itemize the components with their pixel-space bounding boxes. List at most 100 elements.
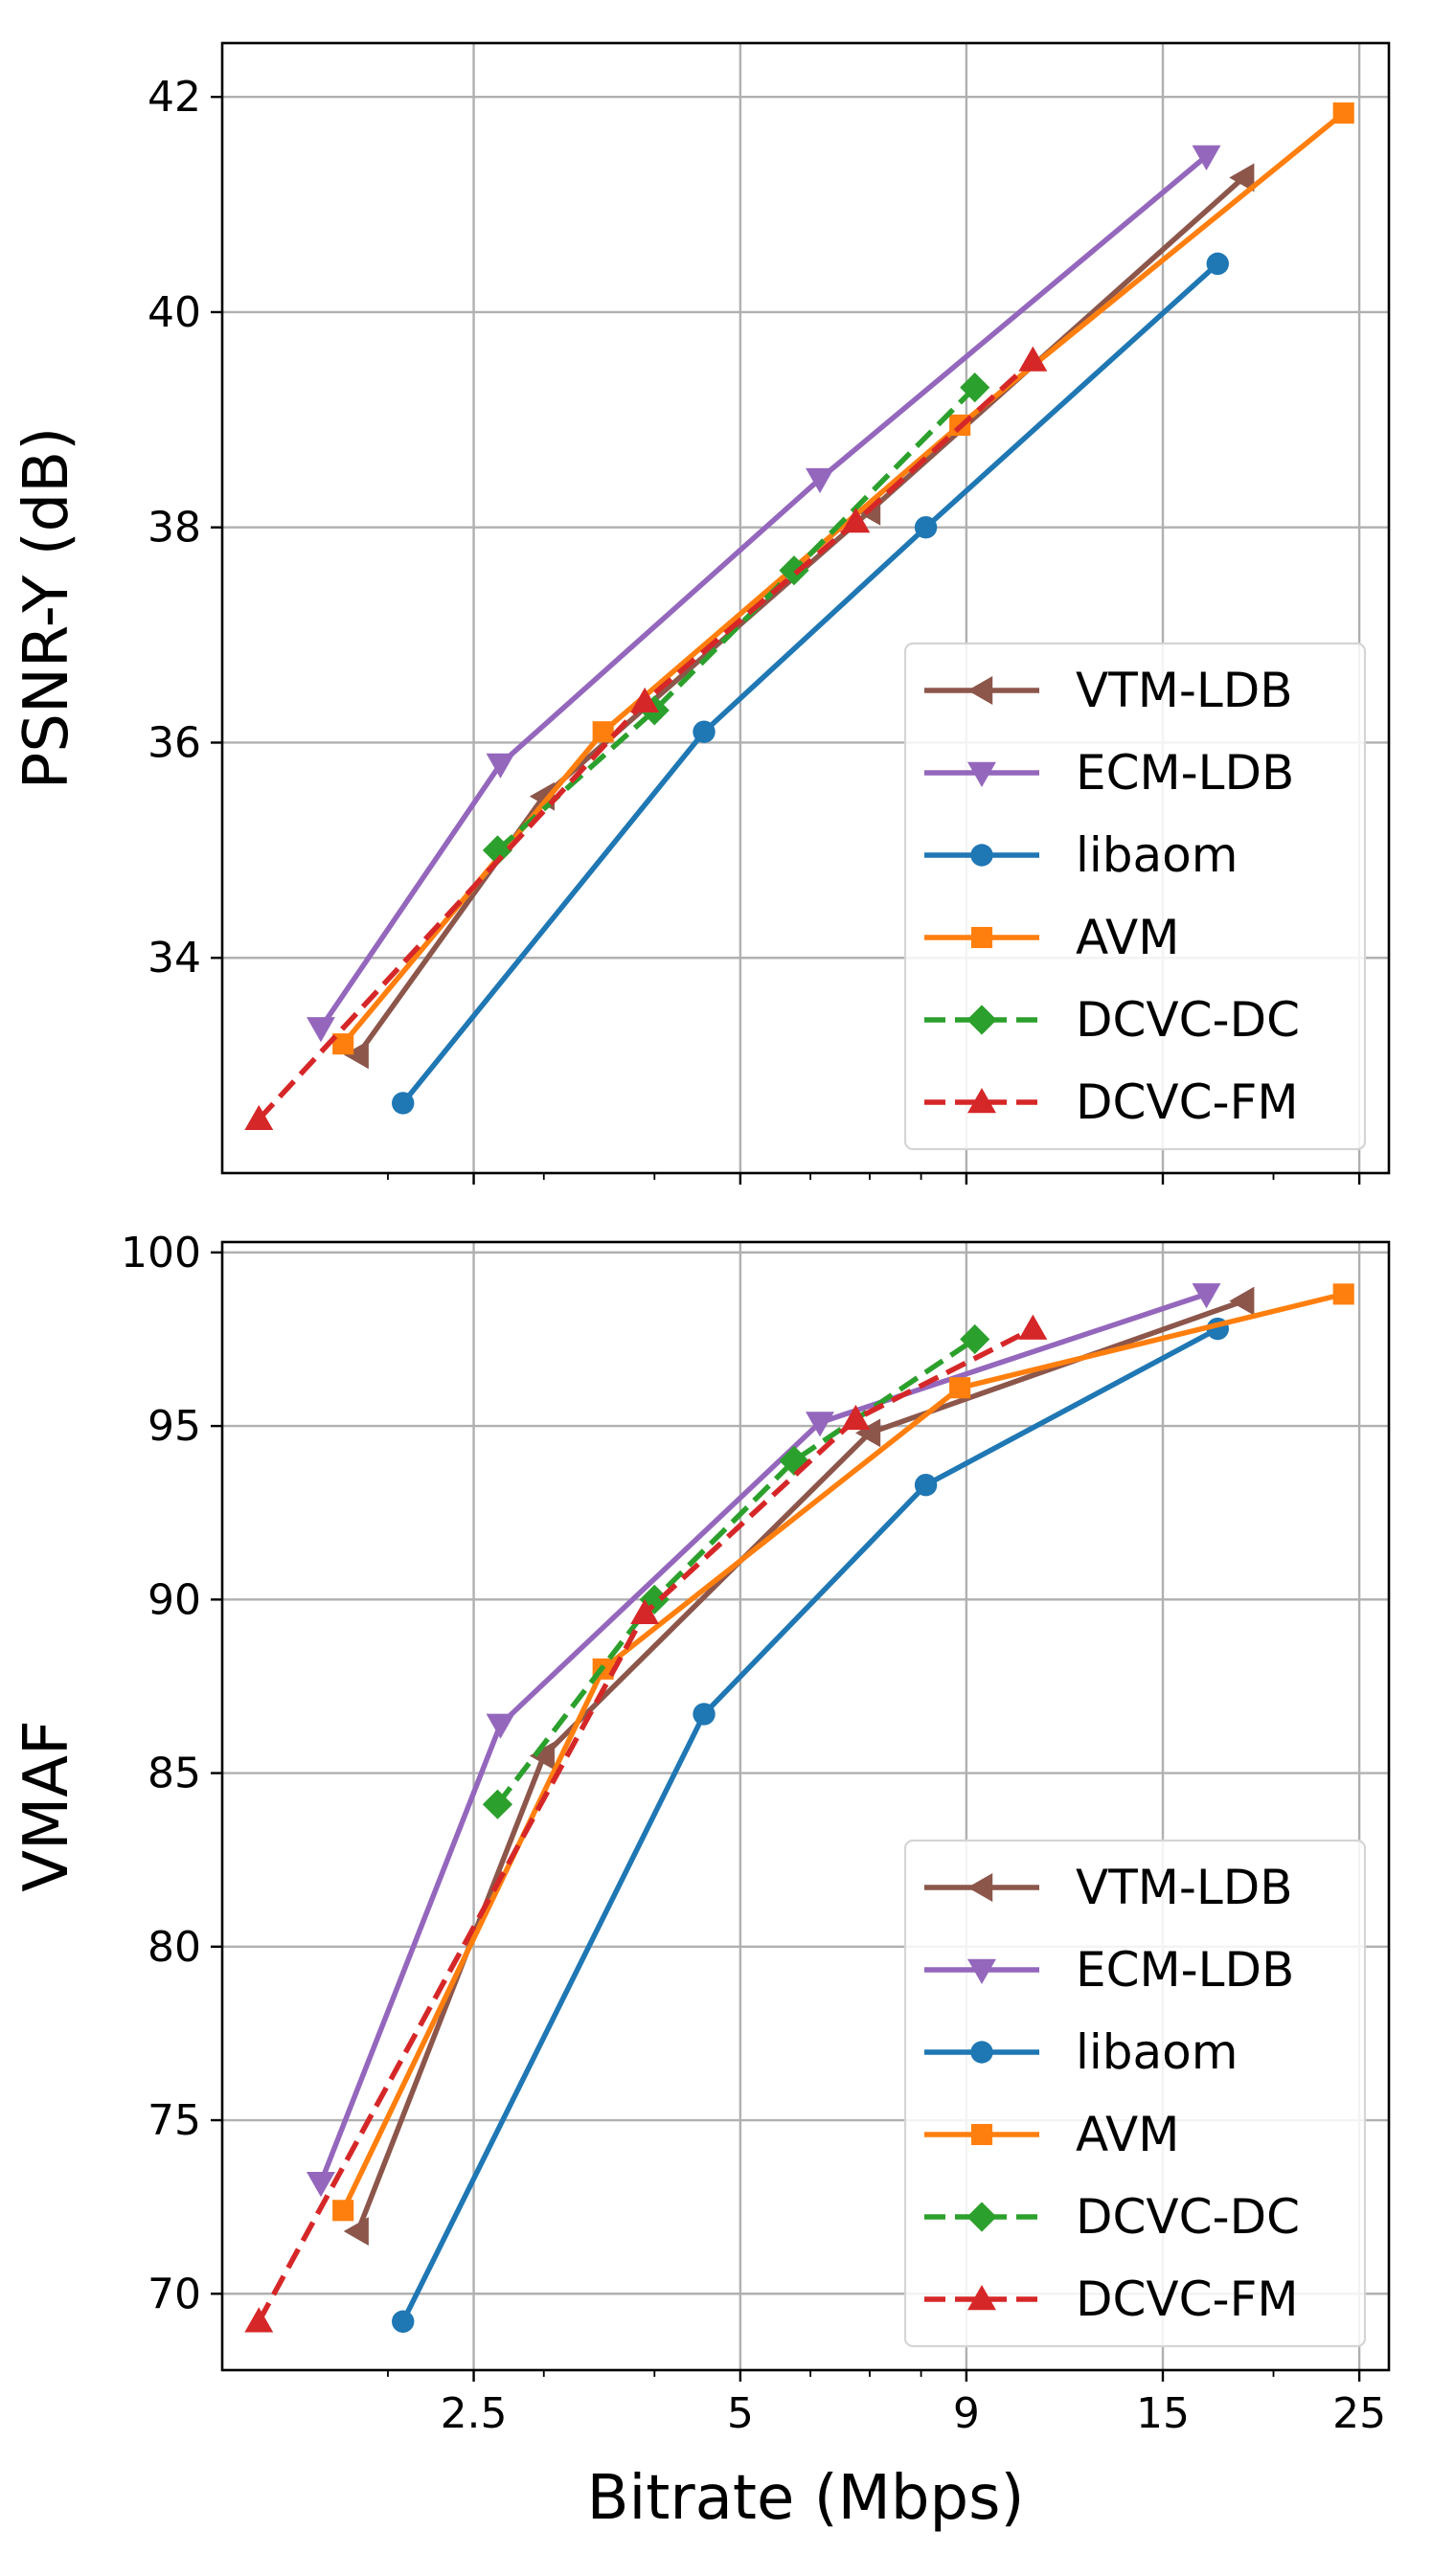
series-line [257,358,1035,1121]
y-tick-label: 36 [148,718,201,767]
series-line [318,1291,1208,2184]
data-point [841,508,871,533]
legend-label: AVM [1076,910,1179,965]
series-group [244,1283,1354,2333]
legend-item: AVM [924,2107,1179,2162]
series-line [256,1326,1034,2323]
data-point [307,2172,335,2198]
legend-box [903,1839,1367,2348]
legend-label: libaom [1076,827,1238,883]
data-point [529,1741,555,1771]
legend-marker [967,1088,996,1114]
axes-frame [220,41,1391,1175]
x-axis [387,1173,1361,1185]
data-point [1332,102,1354,124]
data-point [1018,1314,1048,1340]
data-point [307,1017,335,1043]
data-point [1018,346,1048,372]
data-point [693,720,716,743]
y-axis: 70 75 80 85 90 95 100 [121,1229,222,2318]
legend-label: AVM [1076,2107,1179,2162]
y-tick-label: 70 [148,2270,201,2318]
legend-item: VTM-LDB [924,1860,1293,1915]
x-axis-label: Bitrate (Mbps) [587,2463,1025,2534]
x-tick-label: 25 [1332,2389,1386,2438]
legend-label: DCVC-DC [1076,2189,1300,2245]
data-point [332,1033,354,1055]
legend-marker [970,2041,993,2064]
x-tick-label: 5 [727,2389,754,2438]
data-point [486,753,515,779]
series-line [318,153,1209,1029]
data-point [960,1323,990,1355]
series-dcvc-dc [482,1323,990,1819]
legend-item: DCVC-DC [924,2189,1300,2245]
y-tick-label: 90 [148,1575,201,1624]
y-axis: 34 36 38 40 42 [148,73,222,983]
data-point [855,1418,881,1448]
legend-label: VTM-LDB [1076,663,1293,718]
series-vtm-ldb [343,1286,1255,2246]
data-point [639,1584,670,1615]
x-tick-label: 15 [1136,2389,1190,2438]
data-point [841,1404,871,1431]
data-point [914,1474,938,1497]
data-point [630,1598,660,1625]
legend-marker [967,1873,993,1902]
vmaf-panel: 70 75 80 85 90 95 100 2.5 5 9 15 25 VMAF Bitrate (Mbp… [11,1229,1391,2534]
y-tick-label: 80 [148,1923,201,1972]
y-tick-label: 40 [148,288,201,337]
data-point [486,1713,515,1739]
legend-label: VTM-LDB [1076,1860,1293,1915]
data-point [482,835,513,866]
axes-frame [220,1240,1391,2372]
y-tick-label: 95 [148,1402,201,1451]
legend-item: ECM-LDB [924,745,1294,801]
data-point [392,2310,415,2333]
series-ecm-ldb [307,1283,1221,2198]
y-tick-label: 38 [148,504,201,553]
legend: VTM-LDB ECM-LDB libaom AVM DCVC-DC DCVC-FM [903,642,1367,1151]
series-libaom [392,252,1229,1115]
data-point [343,2217,369,2246]
legend-item: DCVC-FM [924,1074,1298,1130]
x-tick-label: 2.5 [441,2389,508,2438]
legend-marker [966,2202,997,2232]
legend-marker [966,1005,997,1035]
legend-label: DCVC-FM [1076,2271,1298,2327]
data-point [1229,1286,1255,1316]
data-point [960,373,990,403]
data-point [592,721,614,743]
legend-item: VTM-LDB [924,663,1293,718]
legend-item: AVM [924,910,1179,965]
data-point [482,1789,513,1819]
data-point [1192,145,1221,170]
series-line [400,261,1220,1105]
legend-marker [967,1958,996,1984]
data-point [244,1104,274,1131]
psnr-panel: 34 36 38 40 42 PSNR-Y (dB) VTM-LDB ECM-LDB libao… [11,41,1391,1185]
legend-item: DCVC-FM [924,2271,1298,2327]
series-dcvc-fm [244,1314,1048,2333]
legend-marker [967,676,993,705]
series-line [340,1291,1345,2212]
legend-marker [970,844,993,867]
data-point [630,687,660,712]
legend-label: DCVC-DC [1076,992,1300,1048]
series-line [400,1326,1219,2323]
series-libaom [392,1317,1229,2333]
series-group [244,102,1354,1131]
data-point [806,467,834,494]
legend-marker [967,761,996,787]
legend-label: ECM-LDB [1076,1942,1294,1998]
series-ecm-ldb [307,145,1221,1043]
y-tick-label: 34 [148,934,201,983]
series-line [495,1337,977,1806]
data-point [779,555,809,586]
data-point [343,1040,369,1070]
data-point [1229,163,1255,192]
y-tick-label: 100 [121,1229,201,1277]
legend-marker [970,2123,993,2146]
y-axis-label: PSNR-Y (dB) [11,427,82,789]
